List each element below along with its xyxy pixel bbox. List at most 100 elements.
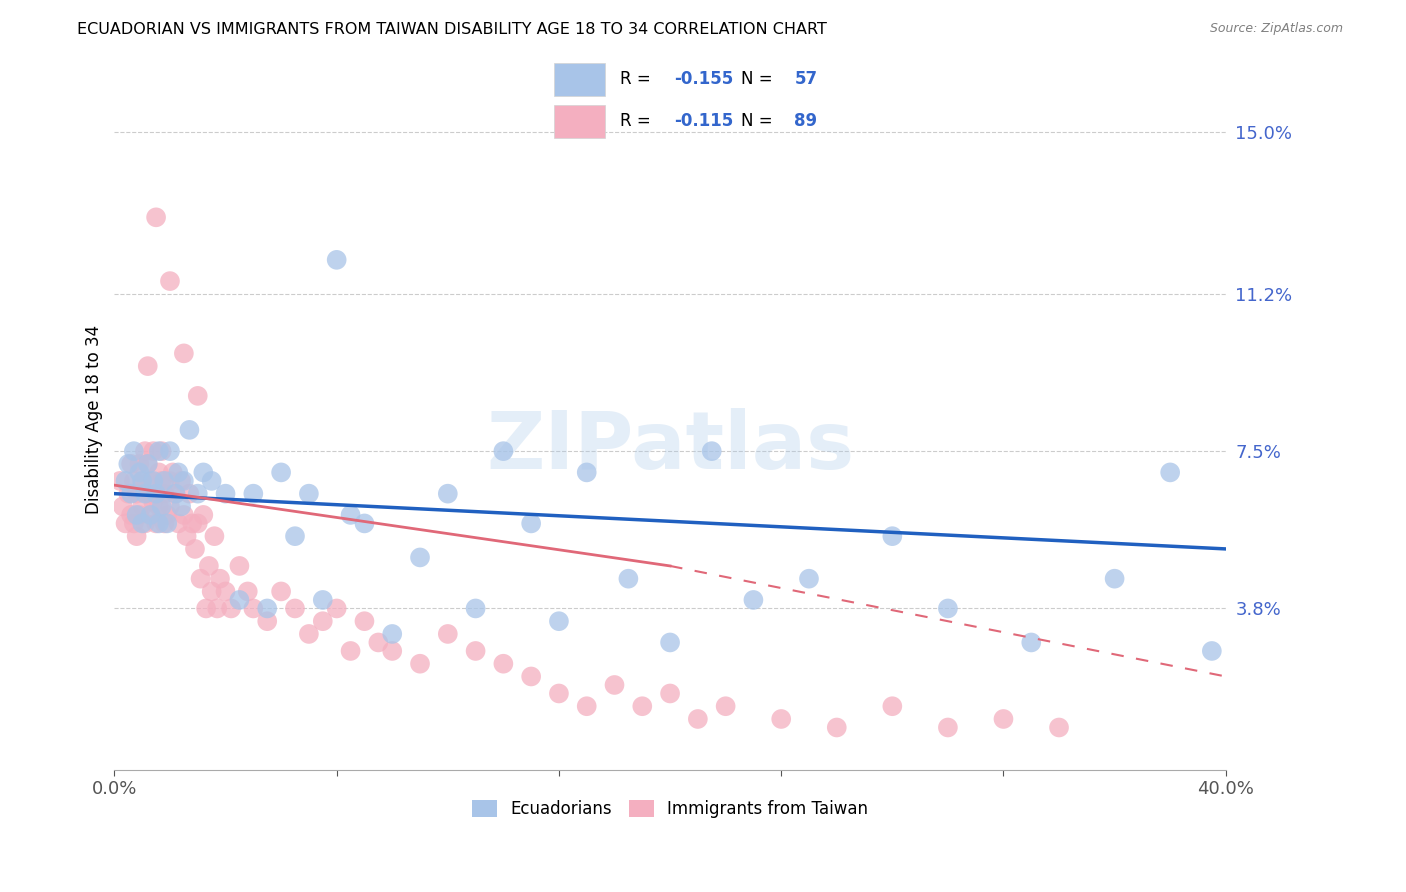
Point <box>142 444 165 458</box>
Point <box>156 508 179 522</box>
Point <box>214 486 236 500</box>
Point <box>181 516 204 531</box>
Point <box>156 516 179 531</box>
Point <box>659 686 682 700</box>
Legend: Ecuadorians, Immigrants from Taiwan: Ecuadorians, Immigrants from Taiwan <box>465 793 875 825</box>
Point <box>520 669 543 683</box>
Point <box>167 466 190 480</box>
Text: 57: 57 <box>794 70 817 88</box>
Point <box>179 423 201 437</box>
FancyBboxPatch shape <box>554 63 605 95</box>
Point <box>162 466 184 480</box>
Point <box>339 644 361 658</box>
Point <box>139 508 162 522</box>
Point <box>167 516 190 531</box>
Point <box>150 444 173 458</box>
Point <box>1201 644 1223 658</box>
Point <box>993 712 1015 726</box>
Text: N =: N = <box>741 112 778 130</box>
Point <box>114 516 136 531</box>
Point <box>187 389 209 403</box>
FancyBboxPatch shape <box>554 105 605 138</box>
Point <box>173 474 195 488</box>
Point <box>492 657 515 671</box>
Point <box>219 601 242 615</box>
Point <box>179 486 201 500</box>
Text: -0.115: -0.115 <box>675 112 734 130</box>
Point <box>173 346 195 360</box>
Point <box>142 474 165 488</box>
Point <box>325 601 347 615</box>
Point <box>575 699 598 714</box>
Point <box>270 466 292 480</box>
Point <box>114 474 136 488</box>
Point <box>603 678 626 692</box>
Point <box>198 558 221 573</box>
Point <box>139 508 162 522</box>
Text: Source: ZipAtlas.com: Source: ZipAtlas.com <box>1209 22 1343 36</box>
Point <box>136 359 159 373</box>
Point <box>242 486 264 500</box>
Point <box>184 541 207 556</box>
Point <box>256 601 278 615</box>
Point <box>122 516 145 531</box>
Point <box>228 558 250 573</box>
Point <box>117 486 139 500</box>
Point <box>193 508 215 522</box>
Point <box>270 584 292 599</box>
Point <box>150 474 173 488</box>
Point <box>108 474 131 488</box>
Point <box>165 486 187 500</box>
Point <box>150 500 173 514</box>
Point <box>148 444 170 458</box>
Point <box>128 457 150 471</box>
Point <box>159 474 181 488</box>
Point <box>298 627 321 641</box>
Point <box>134 486 156 500</box>
Point <box>153 516 176 531</box>
Point <box>145 486 167 500</box>
Point <box>117 457 139 471</box>
Point <box>208 572 231 586</box>
Point <box>153 486 176 500</box>
Point <box>111 500 134 514</box>
Point <box>714 699 737 714</box>
Point <box>367 635 389 649</box>
Point <box>214 584 236 599</box>
Point <box>882 529 904 543</box>
Point <box>436 627 458 641</box>
Point <box>548 686 571 700</box>
Point <box>742 593 765 607</box>
Text: -0.155: -0.155 <box>675 70 734 88</box>
Text: R =: R = <box>620 112 657 130</box>
Point <box>173 508 195 522</box>
Point <box>148 500 170 514</box>
Point <box>312 614 335 628</box>
Point <box>1159 466 1181 480</box>
Text: ECUADORIAN VS IMMIGRANTS FROM TAIWAN DISABILITY AGE 18 TO 34 CORRELATION CHART: ECUADORIAN VS IMMIGRANTS FROM TAIWAN DIS… <box>77 22 827 37</box>
Point <box>492 444 515 458</box>
Point <box>125 529 148 543</box>
Text: N =: N = <box>741 70 778 88</box>
Point <box>659 635 682 649</box>
Point <box>122 474 145 488</box>
Point <box>325 252 347 267</box>
Point <box>464 601 486 615</box>
Point <box>548 614 571 628</box>
Point <box>575 466 598 480</box>
Point <box>120 486 142 500</box>
Point <box>353 516 375 531</box>
Point <box>159 500 181 514</box>
Point <box>145 211 167 225</box>
Point <box>205 601 228 615</box>
Point <box>165 486 187 500</box>
Point <box>686 712 709 726</box>
Point <box>1019 635 1042 649</box>
Text: R =: R = <box>620 70 657 88</box>
Point <box>936 721 959 735</box>
Point <box>409 657 432 671</box>
Point <box>882 699 904 714</box>
Point <box>145 516 167 531</box>
Point <box>195 601 218 615</box>
Point <box>631 699 654 714</box>
